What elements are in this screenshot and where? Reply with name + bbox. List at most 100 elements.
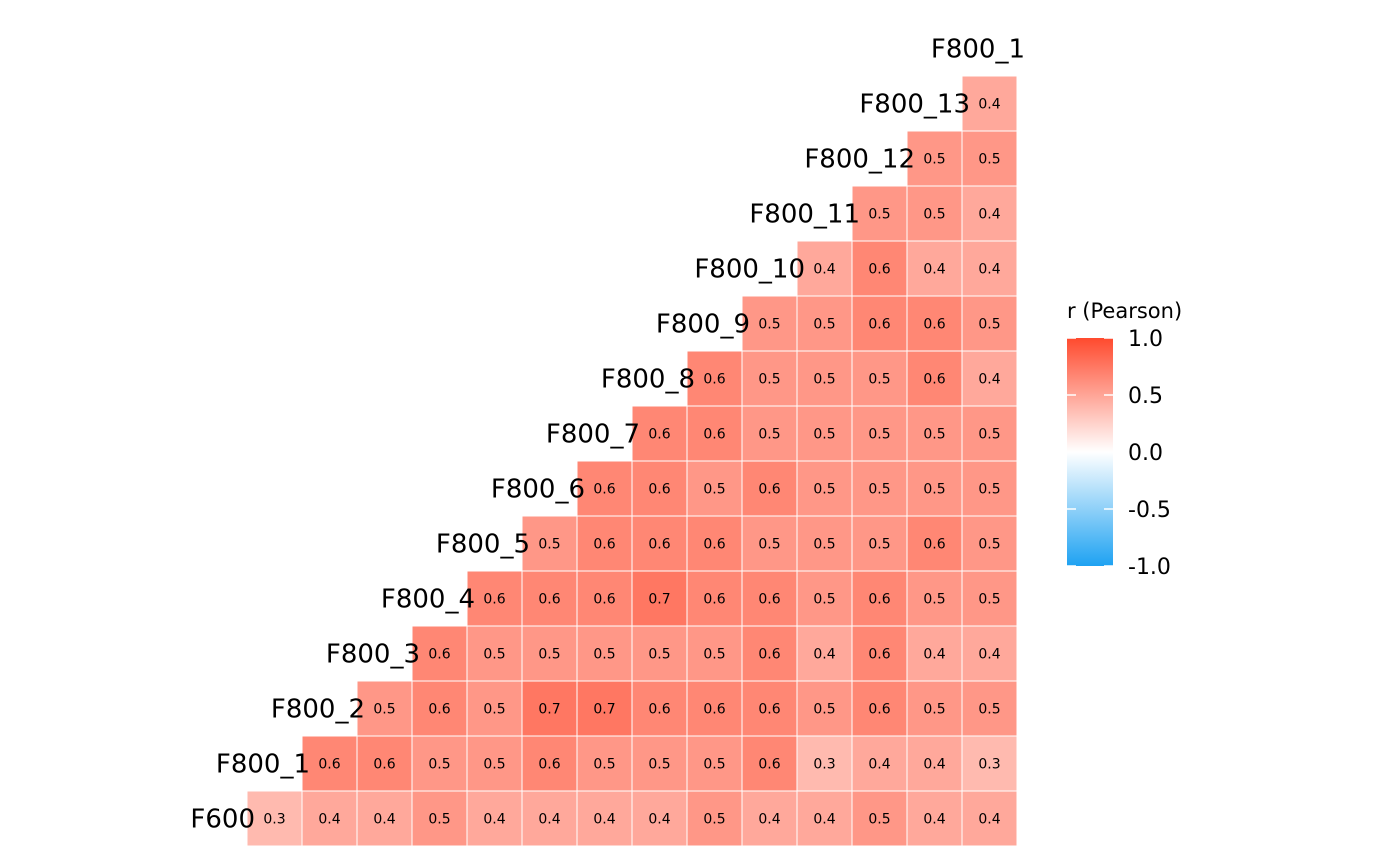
cell-value-label: 0.6 xyxy=(868,647,890,663)
cell-value-label: 0.5 xyxy=(703,757,725,773)
heatmap-cell xyxy=(906,130,963,187)
heatmap-cell xyxy=(796,680,853,737)
heatmap-cell xyxy=(851,625,908,682)
heatmap-cell xyxy=(466,570,523,627)
legend-tick-label: 0.5 xyxy=(1128,384,1163,409)
heatmap-cell xyxy=(631,790,688,847)
variable-label: F800_1 xyxy=(216,750,310,780)
heatmap-cell xyxy=(851,460,908,517)
heatmap-cell xyxy=(466,625,523,682)
cell-value-label: 0.5 xyxy=(923,592,945,608)
cell-value-label: 0.6 xyxy=(318,757,340,773)
heatmap-cell xyxy=(851,735,908,792)
cell-value-label: 0.4 xyxy=(978,372,1000,388)
heatmap-cell xyxy=(246,790,303,847)
cell-value-label: 0.6 xyxy=(703,537,725,553)
cell-value-label: 0.4 xyxy=(923,262,945,278)
cell-value-label: 0.6 xyxy=(703,427,725,443)
variable-label: F800_2 xyxy=(271,695,365,725)
cell-value-label: 0.5 xyxy=(923,427,945,443)
cell-value-label: 0.5 xyxy=(978,592,1000,608)
heatmap-cell xyxy=(961,405,1018,462)
cell-value-label: 0.7 xyxy=(538,702,560,718)
cell-value-label: 0.5 xyxy=(813,482,835,498)
heatmap-cell xyxy=(851,350,908,407)
heatmap-cell xyxy=(906,790,963,847)
heatmap-cell xyxy=(961,570,1018,627)
cell-value-label: 0.4 xyxy=(538,812,560,828)
legend-tick-label: 0.0 xyxy=(1128,441,1163,466)
cell-value-label: 0.4 xyxy=(813,262,835,278)
cell-value-label: 0.5 xyxy=(648,647,670,663)
legend-tick-label: -0.5 xyxy=(1128,498,1171,523)
cell-value-label: 0.5 xyxy=(978,537,1000,553)
variable-label: F800_12 xyxy=(804,145,915,175)
cell-value-label: 0.5 xyxy=(538,647,560,663)
cell-value-label: 0.5 xyxy=(428,812,450,828)
heatmap-cell xyxy=(906,680,963,737)
cell-value-label: 0.6 xyxy=(593,537,615,553)
variable-label: F800_8 xyxy=(601,365,695,395)
heatmap-cell xyxy=(961,735,1018,792)
heatmap-cell xyxy=(631,405,688,462)
cell-value-label: 0.5 xyxy=(373,702,395,718)
variable-label: F800_4 xyxy=(381,585,475,615)
variable-label: F800_10 xyxy=(694,255,805,285)
cell-value-label: 0.6 xyxy=(428,702,450,718)
cell-value-label: 0.5 xyxy=(923,152,945,168)
cell-value-label: 0.4 xyxy=(923,647,945,663)
heatmap-cells: 0.3 0.4 0.4 0.5 0.4 0.4 0.4 0.4 0.5 0.4 0.4 0.5 0.4 0… xyxy=(246,75,1018,847)
cell-value-label: 0.6 xyxy=(923,537,945,553)
cell-value-label: 0.5 xyxy=(703,482,725,498)
heatmap-cell xyxy=(906,570,963,627)
variable-label: F800_11 xyxy=(749,200,860,230)
cell-value-label: 0.5 xyxy=(978,427,1000,443)
cell-value-label: 0.4 xyxy=(978,207,1000,223)
heatmap-cell xyxy=(741,295,798,352)
cell-value-label: 0.5 xyxy=(593,647,615,663)
cell-value-label: 0.4 xyxy=(978,647,1000,663)
heatmap-cell xyxy=(961,295,1018,352)
cell-value-label: 0.6 xyxy=(868,592,890,608)
heatmap-cell xyxy=(741,460,798,517)
cell-value-label: 0.6 xyxy=(428,647,450,663)
cell-value-label: 0.6 xyxy=(758,702,780,718)
cell-value-label: 0.6 xyxy=(923,372,945,388)
heatmap-cell xyxy=(686,350,743,407)
heatmap-cell xyxy=(906,240,963,297)
heatmap-cell xyxy=(906,515,963,572)
cell-value-label: 0.4 xyxy=(978,97,1000,113)
cell-value-label: 0.4 xyxy=(648,812,670,828)
heatmap-cell xyxy=(631,570,688,627)
cell-value-label: 0.4 xyxy=(318,812,340,828)
cell-value-label: 0.5 xyxy=(978,317,1000,333)
heatmap-cell xyxy=(631,735,688,792)
cell-value-label: 0.6 xyxy=(758,482,780,498)
cell-value-label: 0.5 xyxy=(813,372,835,388)
variable-label: F600 xyxy=(190,805,255,835)
cell-value-label: 0.6 xyxy=(373,757,395,773)
heatmap-cell xyxy=(851,790,908,847)
cell-value-label: 0.5 xyxy=(868,537,890,553)
cell-value-label: 0.4 xyxy=(593,812,615,828)
cell-value-label: 0.3 xyxy=(813,757,835,773)
heatmap-cell xyxy=(686,570,743,627)
heatmap-cell xyxy=(576,460,633,517)
variable-labels: F600 F800_1 F800_2 F800_3 F800_4 F800_5 F800_6… xyxy=(190,35,1025,835)
legend-title: r (Pearson) xyxy=(1067,299,1182,323)
cell-value-label: 0.5 xyxy=(813,702,835,718)
cell-value-label: 0.4 xyxy=(758,812,780,828)
heatmap-cell xyxy=(741,790,798,847)
heatmap-cell xyxy=(906,625,963,682)
cell-value-label: 0.7 xyxy=(648,592,670,608)
cell-value-label: 0.3 xyxy=(263,812,285,828)
variable-label: F800_13 xyxy=(859,90,970,120)
cell-value-label: 0.6 xyxy=(868,262,890,278)
heatmap-cell xyxy=(796,240,853,297)
cell-value-label: 0.4 xyxy=(978,812,1000,828)
heatmap-cell xyxy=(301,790,358,847)
cell-value-label: 0.6 xyxy=(868,702,890,718)
heatmap-cell xyxy=(576,790,633,847)
color-legend: r (Pearson) 1.0 0.5 0.0 -0.5 -1.0 xyxy=(1067,299,1182,580)
cell-value-label: 0.5 xyxy=(593,757,615,773)
